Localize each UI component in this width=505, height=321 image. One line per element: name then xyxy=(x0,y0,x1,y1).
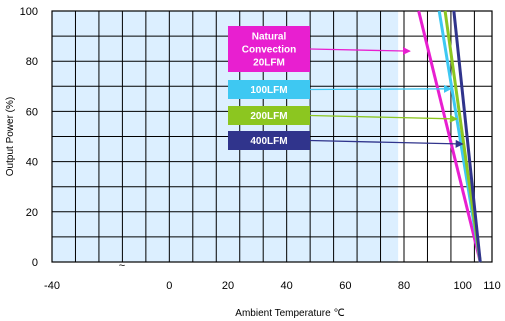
series-lines xyxy=(417,10,482,263)
legend-label: Natural xyxy=(252,32,287,43)
legend-box xyxy=(228,26,310,72)
legend-box xyxy=(228,131,310,150)
x-tick-label: 60 xyxy=(339,280,351,292)
legend-arrow xyxy=(309,139,464,148)
legend-label: 20LFM xyxy=(253,58,285,69)
axis-break-mark: ~ xyxy=(119,260,125,272)
tick-labels: -40 0 20 40 60 80 100 110 0 20 40 60 80 100 ~ xyxy=(20,6,501,292)
x-tick-label: 80 xyxy=(398,280,410,292)
legend-arrow xyxy=(309,114,458,123)
y-tick-label: 60 xyxy=(26,106,38,118)
legend-label: Convection xyxy=(242,45,296,56)
x-tick-label: 100 xyxy=(453,280,471,292)
legend-arrow xyxy=(309,47,411,56)
x-tick-label: 40 xyxy=(281,280,293,292)
y-axis-label: Output Power (%) xyxy=(5,97,16,176)
y-tick-label: 0 xyxy=(32,257,38,269)
legend-label: 100LFM xyxy=(250,85,287,96)
y-tick-label: 100 xyxy=(20,6,38,18)
x-tick-label: 0 xyxy=(166,280,172,292)
series-line xyxy=(417,10,482,263)
x-tick-label: 110 xyxy=(483,280,501,292)
x-tick-label: -40 xyxy=(44,280,60,292)
legend-box xyxy=(228,106,310,125)
plot-frame xyxy=(51,10,493,263)
x-axis-label: Ambient Temperature ℃ xyxy=(235,308,344,319)
x-tick-label: 20 xyxy=(222,280,234,292)
legend-box xyxy=(228,80,310,99)
legend-arrow xyxy=(309,84,452,93)
legend: Natural Convection 20LFM 100LFM 200LFM 400LFM xyxy=(228,26,464,150)
series-line xyxy=(452,10,482,263)
y-tick-label: 20 xyxy=(26,207,38,219)
legend-label: 200LFM xyxy=(250,111,287,122)
y-tick-label: 80 xyxy=(26,56,38,68)
legend-label: 400LFM xyxy=(250,136,287,147)
y-tick-label: 40 xyxy=(26,157,38,169)
